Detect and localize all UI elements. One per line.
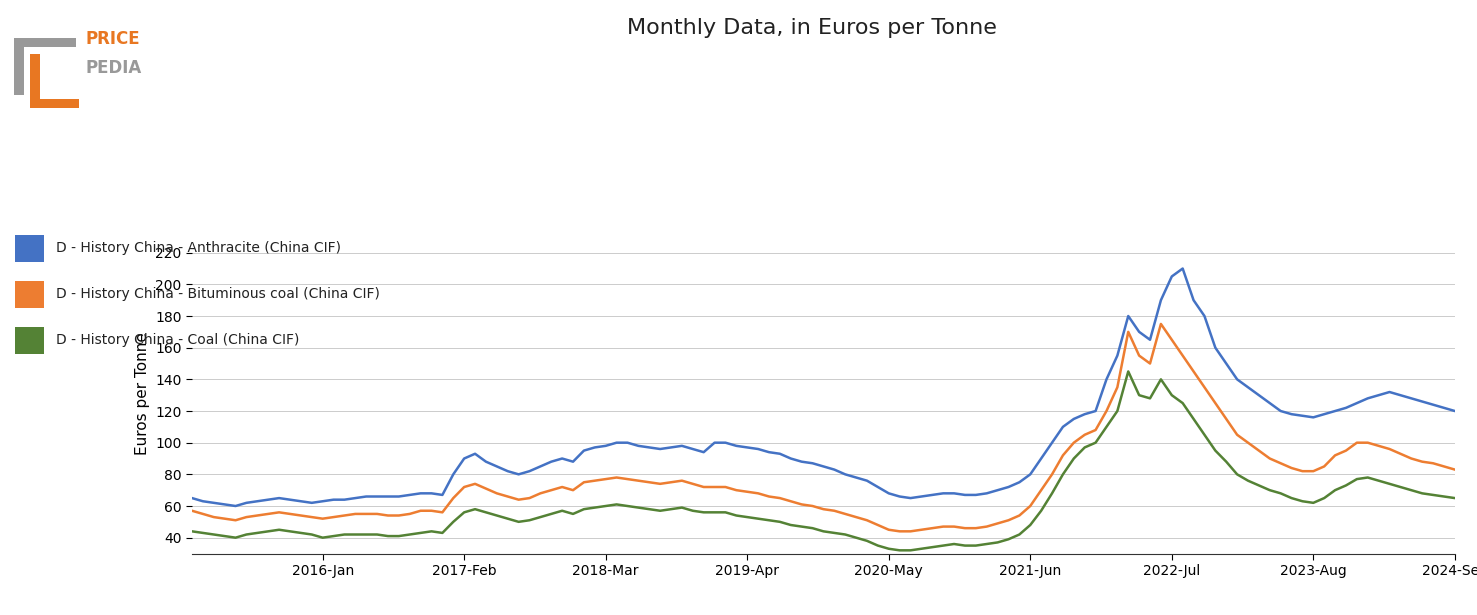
Text: D - History China - Bituminous coal (China CIF): D - History China - Bituminous coal (Chi… (56, 287, 380, 301)
Bar (13, 38, 24, 95)
FancyBboxPatch shape (15, 327, 44, 354)
Text: D - History China - Anthracite (China CIF): D - History China - Anthracite (China CI… (56, 242, 341, 255)
FancyBboxPatch shape (15, 235, 44, 262)
FancyBboxPatch shape (15, 281, 44, 308)
Text: Monthly Data, in Euros per Tonne: Monthly Data, in Euros per Tonne (628, 18, 997, 39)
Bar (30, 54, 40, 108)
Text: PEDIA: PEDIA (86, 59, 142, 77)
Y-axis label: Euros per Tonne: Euros per Tonne (134, 332, 149, 455)
Text: PRICE: PRICE (86, 31, 140, 49)
Bar (30, 98, 78, 108)
Text: D - History China - Coal (China CIF): D - History China - Coal (China CIF) (56, 333, 300, 347)
Bar (13, 38, 75, 47)
